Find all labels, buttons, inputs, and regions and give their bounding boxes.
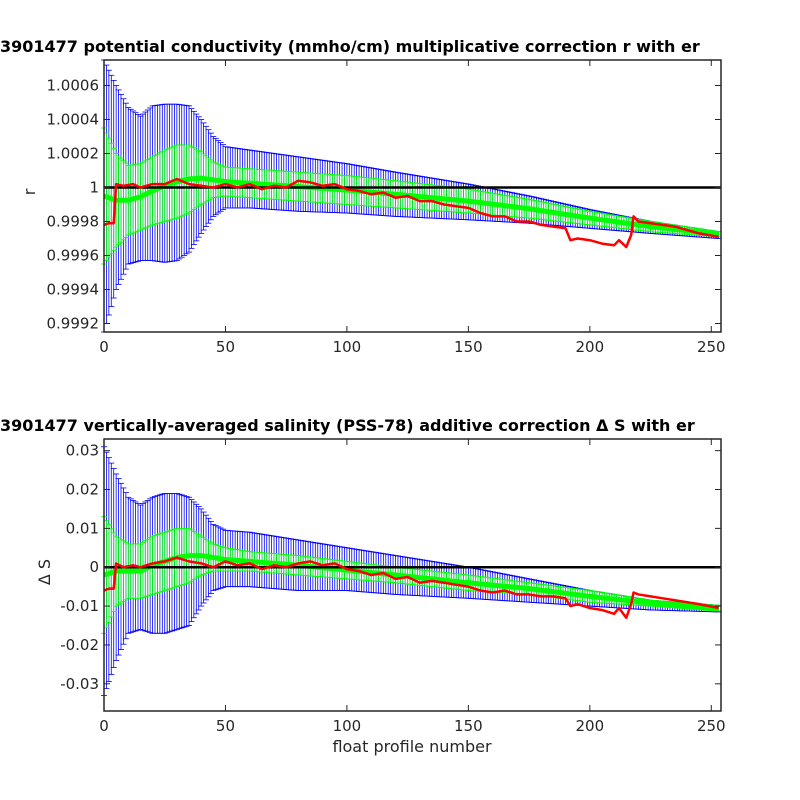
correction-line <box>103 177 719 249</box>
x-tick-label: 250 <box>697 338 726 356</box>
y-tick-label: 0.9994 <box>47 281 100 299</box>
panel-salinity-correction: 3901477 vertically-averaged salinity (PS… <box>0 416 726 756</box>
x-tick-label: 200 <box>576 338 605 356</box>
panel-0-title: 3901477 potential conductivity (mmho/cm)… <box>0 37 700 56</box>
x-tick-label: 100 <box>333 338 362 356</box>
y-tick-label: 0.01 <box>66 519 99 537</box>
x-tick-label: 100 <box>333 717 362 735</box>
x-tick-label: 0 <box>99 338 109 356</box>
panel-conductivity-correction: 3901477 potential conductivity (mmho/cm)… <box>0 37 726 356</box>
x-tick-label: 50 <box>216 717 235 735</box>
x-tick-label: 150 <box>454 717 483 735</box>
y-tick-label: 0 <box>89 558 99 576</box>
x-tick-label: 200 <box>576 717 605 735</box>
y-tick-label: -0.01 <box>60 597 99 615</box>
y-tick-label: 1.0006 <box>47 77 100 95</box>
x-tick-label: 250 <box>697 717 726 735</box>
y-tick-label: -0.03 <box>60 675 99 693</box>
panel-0-error-bars <box>101 59 722 333</box>
x-tick-label: 50 <box>216 338 235 356</box>
y-tick-label: 0.9998 <box>47 213 100 231</box>
panel-0-axes-frame <box>103 59 722 333</box>
x-tick-label: 150 <box>454 338 483 356</box>
y-tick-label: 1.0002 <box>47 145 100 163</box>
panel-1-x-ticks: 0 50 100 150 200 250 <box>99 439 726 735</box>
inner-error-mean-band <box>103 175 719 237</box>
y-tick-label: 0.9992 <box>47 315 100 333</box>
panel-0-x-ticks: 0 50 100 150 200 250 <box>99 60 726 356</box>
panel-1-x-axis-label: float profile number <box>332 737 492 756</box>
panel-0-y-axis-label: r <box>20 188 39 195</box>
panel-0-y-ticks: 0.9992 0.9994 0.9996 0.9998 1 1.0002 1.0004 1.0… <box>47 77 721 333</box>
y-tick-label: 0.9996 <box>47 247 100 265</box>
panel-1-correction-line <box>103 556 719 619</box>
panel-0-correction-line <box>103 177 719 249</box>
inner-error-mean-band <box>103 553 719 611</box>
y-tick-label: 1.0004 <box>47 111 100 129</box>
y-tick-label: 0.02 <box>66 481 99 499</box>
y-tick-label: 0.03 <box>66 442 99 460</box>
y-tick-label: -0.02 <box>60 636 99 654</box>
panel-1-title: 3901477 vertically-averaged salinity (PS… <box>0 416 695 435</box>
correction-line <box>103 556 719 619</box>
x-tick-label: 0 <box>99 717 109 735</box>
panel-1-y-ticks: -0.03 -0.02 -0.01 0 0.01 0.02 0.03 <box>60 442 721 693</box>
panel-1-y-axis-label: Δ S <box>35 559 54 585</box>
y-tick-label: 1 <box>89 179 99 197</box>
panel-1-axes-frame <box>103 438 722 712</box>
